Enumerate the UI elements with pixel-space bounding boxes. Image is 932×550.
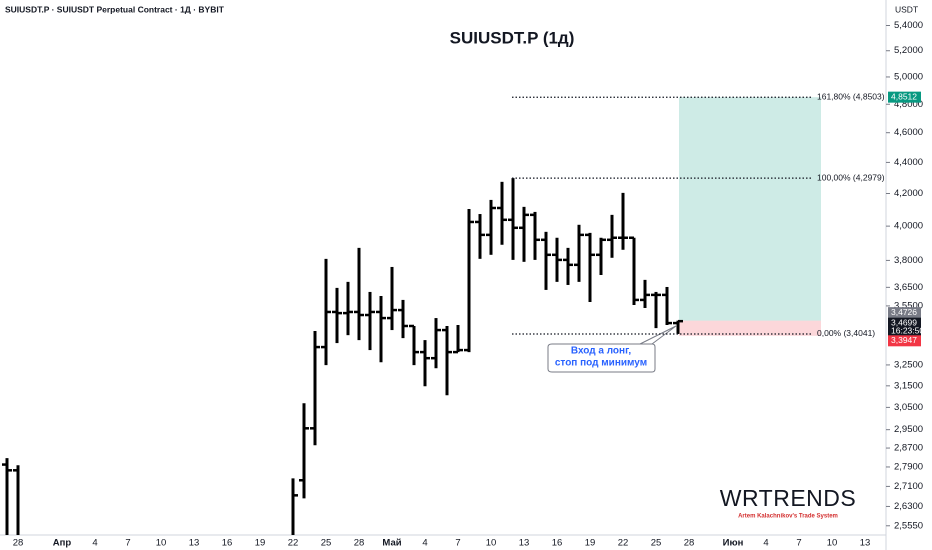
price-label: 3,3947: [891, 335, 917, 345]
x-tick-label: 10: [156, 538, 167, 549]
y-tick-label: 3,8000: [894, 255, 923, 266]
target-zone: [679, 97, 821, 321]
x-tick-label: 4: [763, 538, 768, 549]
stop-zone: [679, 320, 821, 336]
countdown: 16:23:50: [891, 325, 924, 335]
fib-label: 0,00% (3,4041): [817, 328, 875, 338]
x-tick-label: 25: [651, 538, 662, 549]
price-label-bg: [888, 307, 921, 319]
chart-title: SUIUSDT.P (1д): [450, 28, 575, 47]
y-tick-label: 2,9500: [894, 424, 923, 435]
x-tick-label: 16: [222, 538, 233, 549]
price-label-bg: [888, 91, 921, 103]
y-tick-label: 2,5550: [894, 520, 923, 531]
x-tick-label: 16: [552, 538, 563, 549]
price-label: 3,4726: [891, 307, 917, 317]
y-tick-label: 5,2000: [894, 45, 923, 56]
price-label: 3,4699: [891, 317, 917, 327]
y-tick-label: 4,8000: [894, 99, 923, 110]
watermark-subtitle: Artem Kalachnikov's Trade System: [738, 514, 838, 520]
x-tick-label: 28: [684, 538, 695, 549]
x-tick-label: Июн: [723, 538, 744, 549]
x-tick-label: 7: [125, 538, 130, 549]
x-tick-label: 13: [519, 538, 530, 549]
y-tick-label: 2,7100: [894, 481, 923, 492]
y-tick-label: 2,8700: [894, 443, 923, 454]
x-tick-label: 4: [92, 538, 97, 549]
y-tick-label: 2,7900: [894, 461, 923, 472]
annotation-line: стоп под минимум: [555, 358, 647, 369]
x-tick-label: 10: [827, 538, 838, 549]
position-tool: [679, 97, 821, 336]
x-tick-label: 10: [486, 538, 497, 549]
y-tick-label: 4,2000: [894, 188, 923, 199]
x-tick-label: Апр: [53, 538, 72, 549]
y-tick-label: 3,2500: [894, 359, 923, 370]
price-label-bg: [888, 317, 921, 337]
y-tick-label: 3,6500: [894, 282, 923, 293]
y-tick-label: 3,1500: [894, 380, 923, 391]
y-tick-label: 5,0000: [894, 71, 923, 82]
x-tick-label: 22: [288, 538, 299, 549]
x-tick-label: 4: [422, 538, 427, 549]
x-tick-label: 28: [354, 538, 365, 549]
axis-unit: USDT: [895, 4, 918, 14]
y-tick-label: 4,4000: [894, 157, 923, 168]
y-tick-label: 4,6000: [894, 127, 923, 138]
y-tick-label: 3,5500: [894, 300, 923, 311]
callout: [547, 325, 677, 373]
fib-label: 161,80% (4,8503): [817, 92, 885, 102]
watermark-title: WRTRENDS: [720, 485, 856, 511]
x-tick-label: 19: [585, 538, 596, 549]
x-tick-label: 22: [618, 538, 629, 549]
y-tick-label: 4,0000: [894, 221, 923, 232]
y-tick-label: 2,6300: [894, 501, 923, 512]
price-label-bg: [888, 335, 921, 347]
x-tick-label: 7: [455, 538, 460, 549]
x-tick-label: Май: [382, 538, 401, 549]
x-tick-label: 25: [321, 538, 332, 549]
annotation-line: Вход а лонг,: [571, 346, 632, 357]
price-label: 4,8512: [891, 91, 917, 101]
symbol-line: SUIUSDT.P · SUIUSDT Perpetual Contract ·…: [5, 4, 225, 14]
bars: [2, 178, 683, 535]
x-tick-label: 19: [255, 538, 266, 549]
fib-label: 100,00% (4,2979): [817, 172, 885, 182]
y-tick-label: 5,4000: [894, 20, 923, 31]
x-tick-label: 28: [13, 538, 24, 549]
x-tick-label: 13: [860, 538, 871, 549]
x-tick-label: 7: [796, 538, 801, 549]
x-tick-label: 13: [189, 538, 200, 549]
y-tick-label: 3,0500: [894, 402, 923, 413]
